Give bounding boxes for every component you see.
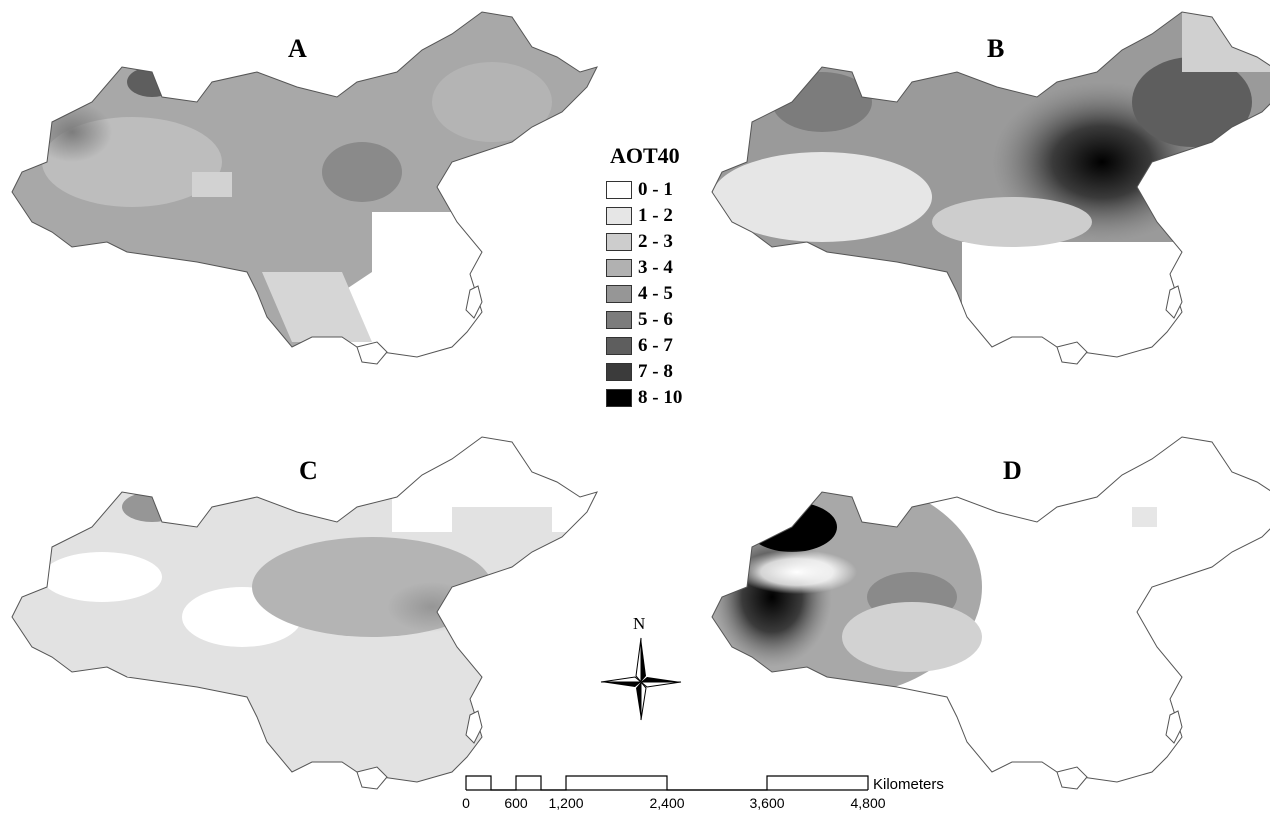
scale-tick-label: 3,600 [749,795,785,811]
legend-label: 0 - 1 [638,179,673,200]
legend-item: 8 - 10 [606,385,682,411]
legend-item: 3 - 4 [606,255,682,281]
legend-label: 4 - 5 [638,283,673,304]
panel-label-d: D [1003,456,1022,485]
legend-swatch [606,389,632,407]
legend-item: 5 - 6 [606,307,682,333]
scale-tick-label: 2,400 [649,795,685,811]
north-label: N [633,614,646,633]
map-panel-a [11,11,598,365]
scale-unit-label: Kilometers [873,776,944,793]
north-arrow-icon [600,637,682,721]
legend-swatch [606,311,632,329]
panel-label-b: B [987,34,1005,63]
scale-tick-label: 0 [462,795,470,811]
legend-swatch [606,337,632,355]
panel-label-c: C [299,456,318,485]
map-panel-d [711,436,1270,790]
legend-label: 5 - 6 [638,309,673,330]
legend-swatch [606,259,632,277]
legend-swatch [606,207,632,225]
scale-bar [465,775,869,791]
legend: AOT40 0 - 1 1 - 2 2 - 3 3 - 4 4 - 5 5 - 6 6 - … [606,143,682,411]
legend-swatch [606,363,632,381]
legend-label: 2 - 3 [638,231,673,252]
scale-tick-label: 600 [504,795,528,811]
legend-label: 7 - 8 [638,361,673,382]
legend-item: 6 - 7 [606,333,682,359]
legend-item: 0 - 1 [606,177,682,203]
legend-title: AOT40 [610,143,680,168]
legend-label: 3 - 4 [638,257,673,278]
map-panel-b [711,11,1270,365]
legend-item: 2 - 3 [606,229,682,255]
panel-label-a: A [288,34,307,63]
scale-tick-label: 4,800 [850,795,886,811]
map-panel-c [11,436,598,790]
legend-item: 7 - 8 [606,359,682,385]
legend-item: 4 - 5 [606,281,682,307]
legend-swatch [606,233,632,251]
legend-swatch [606,181,632,199]
legend-label: 6 - 7 [638,335,673,356]
legend-label: 1 - 2 [638,205,673,226]
legend-label: 8 - 10 [638,387,683,408]
legend-swatch [606,285,632,303]
legend-item: 1 - 2 [606,203,682,229]
scale-tick-label: 1,200 [548,795,584,811]
